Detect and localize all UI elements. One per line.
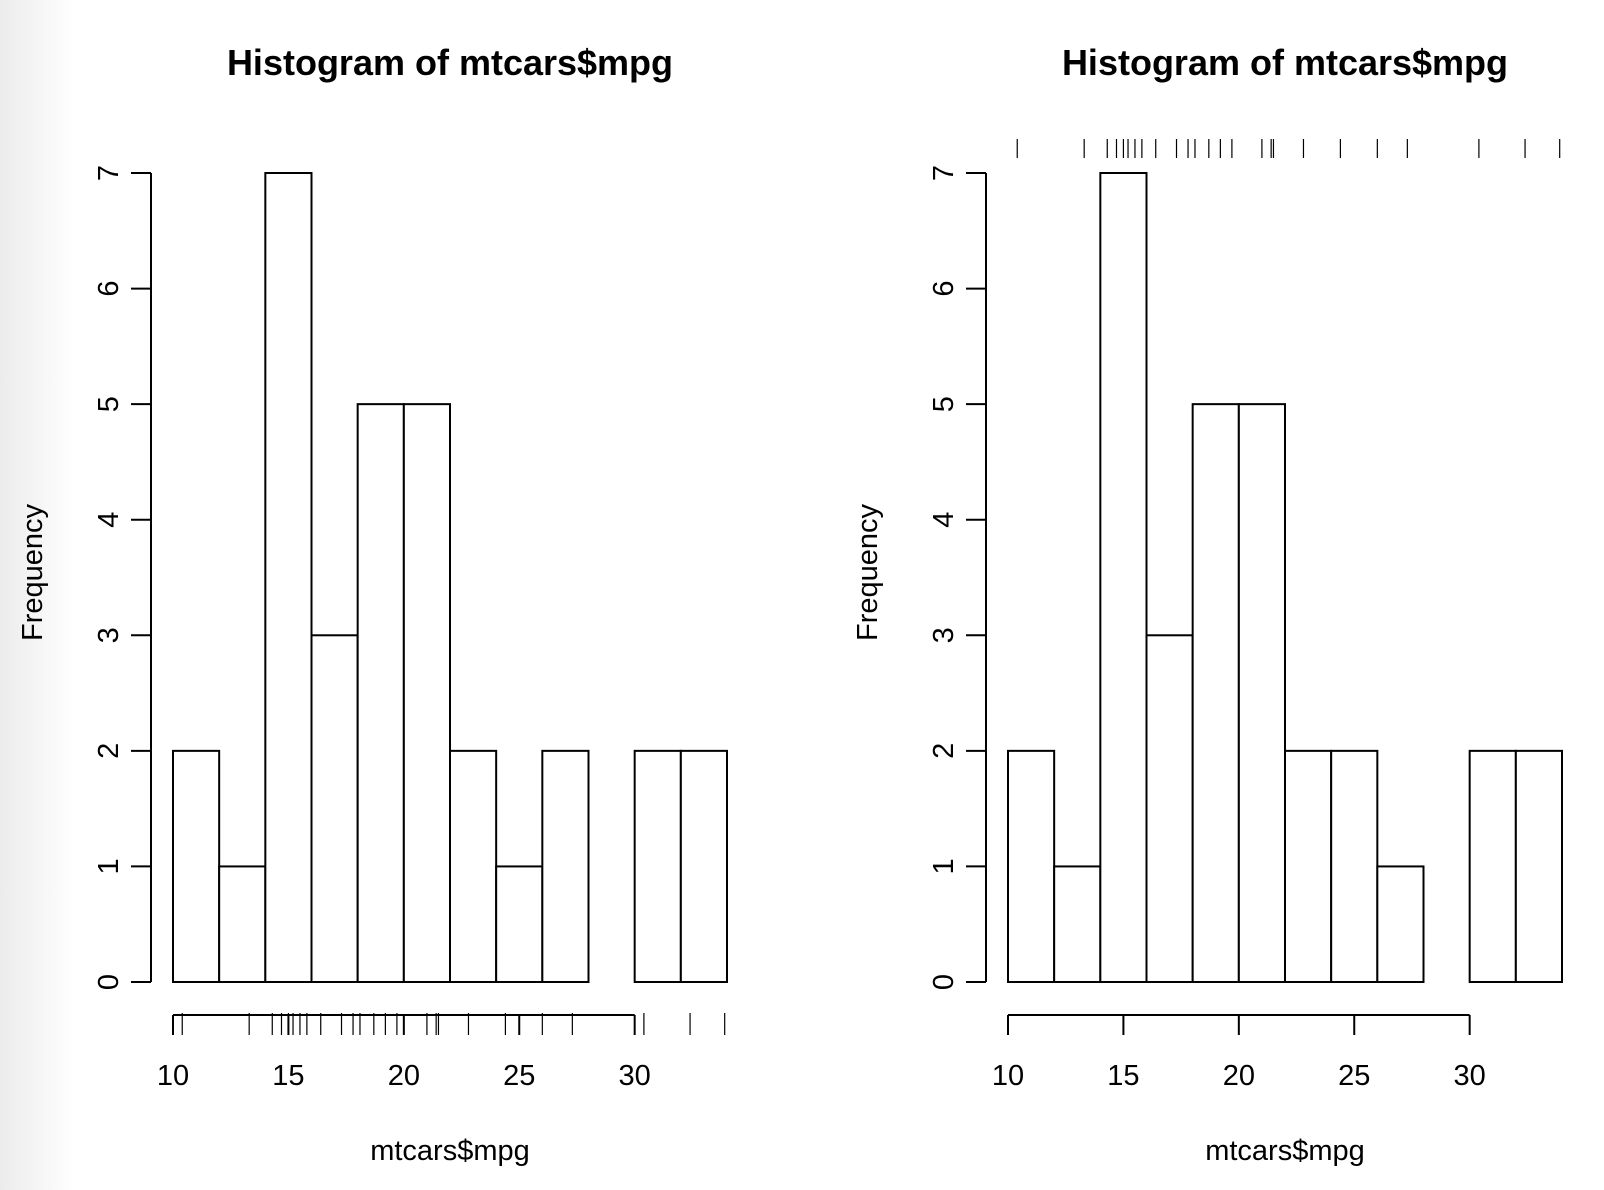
y-tick-label: 2 bbox=[928, 743, 960, 759]
histogram-bar bbox=[1099, 172, 1148, 983]
y-tick-label: 5 bbox=[928, 396, 960, 412]
histogram-panel-2: Histogram of mtcars$mpg 0 1 2 3 4 5 6 7 10 15 20 25 3… bbox=[852, 42, 1564, 1167]
y-tick-label: 0 bbox=[93, 974, 125, 990]
x-tick-label: 10 bbox=[157, 1060, 189, 1092]
x-tick-label: 30 bbox=[619, 1060, 651, 1092]
y-tick-label: 7 bbox=[928, 165, 960, 181]
x-axis-label: mtcars$mpg bbox=[370, 1135, 530, 1167]
histogram-bar bbox=[264, 172, 313, 983]
histogram-bar bbox=[1330, 749, 1379, 983]
window-edge-shadow bbox=[0, 0, 74, 1190]
y-tick-label: 0 bbox=[928, 974, 960, 990]
y-tick-label: 3 bbox=[93, 627, 125, 643]
x-tick-label: 15 bbox=[1107, 1060, 1139, 1092]
x-tick-label: 30 bbox=[1454, 1060, 1486, 1092]
histogram-bar bbox=[449, 749, 498, 983]
histogram-bar bbox=[1237, 403, 1287, 983]
histogram-bar bbox=[633, 749, 682, 983]
y-tick-label: 4 bbox=[93, 512, 125, 528]
histogram-bar bbox=[1007, 749, 1056, 983]
histogram-bar bbox=[172, 749, 221, 983]
x-tick-label: 10 bbox=[992, 1060, 1024, 1092]
histogram-bar bbox=[1145, 634, 1194, 983]
histogram-bar bbox=[495, 865, 544, 984]
y-tick-label: 6 bbox=[93, 281, 125, 297]
chart-title: Histogram of mtcars$mpg bbox=[1062, 42, 1508, 83]
x-tick-label: 25 bbox=[503, 1060, 535, 1092]
y-tick-label: 7 bbox=[93, 165, 125, 181]
histogram-bar bbox=[1053, 865, 1102, 984]
histogram-bar bbox=[218, 865, 267, 984]
histogram-bar bbox=[310, 634, 359, 983]
y-axis-label: Frequency bbox=[17, 503, 49, 641]
histogram-panel-1: Histogram of mtcars$mpg 0 1 2 3 4 5 6 7 10 15 20 25 3… bbox=[17, 42, 728, 1167]
histogram-bar bbox=[541, 749, 590, 983]
x-tick-label: 20 bbox=[388, 1060, 420, 1092]
histogram-bar bbox=[1284, 749, 1333, 983]
histogram-bar bbox=[1376, 865, 1425, 984]
histogram-bar bbox=[1514, 749, 1564, 983]
histogram-bar bbox=[402, 403, 452, 983]
y-tick-label: 2 bbox=[93, 743, 125, 759]
y-tick-label: 1 bbox=[928, 858, 960, 874]
y-tick-label: 1 bbox=[93, 858, 125, 874]
y-axis-label: Frequency bbox=[852, 503, 884, 641]
y-tick-label: 5 bbox=[93, 396, 125, 412]
chart-title: Histogram of mtcars$mpg bbox=[227, 42, 673, 83]
histogram-bar bbox=[1191, 403, 1240, 983]
x-tick-label: 20 bbox=[1223, 1060, 1255, 1092]
y-tick-label: 6 bbox=[928, 281, 960, 297]
x-tick-label: 15 bbox=[272, 1060, 304, 1092]
histogram-bar bbox=[1468, 749, 1517, 983]
y-tick-label: 3 bbox=[928, 627, 960, 643]
x-tick-label: 25 bbox=[1338, 1060, 1370, 1092]
y-tick-label: 4 bbox=[928, 512, 960, 528]
histogram-bar bbox=[356, 403, 405, 983]
histogram-bar bbox=[679, 749, 728, 983]
x-axis-label: mtcars$mpg bbox=[1205, 1135, 1365, 1167]
